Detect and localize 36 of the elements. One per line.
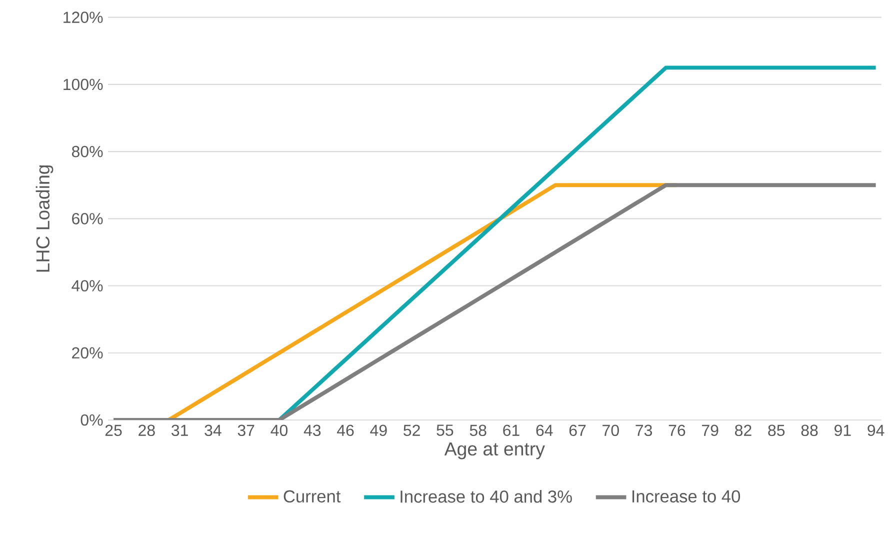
y-tick-label: 0% [80,414,103,426]
x-tick-label: 25 [105,424,122,436]
x-tick-label: 31 [172,424,188,436]
x-tick-label: 46 [337,424,354,436]
legend-label: Increase to 40 [632,490,740,502]
x-tick-label: 91 [834,424,851,436]
x-axis-title: Age at entry [444,442,545,460]
y-tick-label: 80% [72,146,103,158]
x-tick-label: 61 [503,424,520,436]
legend-label: Current [284,490,341,502]
x-tick-label: 79 [702,424,718,436]
y-tick-label: 60% [72,212,103,224]
x-tick-label: 64 [536,424,553,436]
x-tick-label: 85 [768,424,785,436]
y-axis-title: LHC Loading [36,165,54,272]
x-tick-label: 70 [602,424,619,436]
y-tick-label: 100% [64,78,103,90]
y-tick-label: 120% [64,12,103,23]
x-tick-label: 49 [370,424,387,436]
x-tick-label: 34 [204,424,222,436]
x-tick-label: 28 [138,424,155,436]
legend-label: Increase to 40 and 3% [400,490,572,503]
x-tick-label: 58 [470,424,486,436]
x-tick-label: 67 [569,424,586,436]
x-tick-label: 73 [636,424,652,436]
x-tick-label: 52 [404,424,420,436]
x-tick-label: 37 [238,424,254,436]
y-tick-label: 20% [72,347,103,358]
x-tick-label: 40 [270,424,288,436]
y-tick-label: 40% [72,280,103,292]
x-tick-label: 43 [304,424,321,436]
x-tick-label: 94 [868,424,884,436]
x-tick-label: 76 [668,424,686,436]
x-tick-label: 82 [735,424,752,436]
x-tick-label: 88 [801,424,818,436]
x-tick-label: 55 [436,424,454,436]
